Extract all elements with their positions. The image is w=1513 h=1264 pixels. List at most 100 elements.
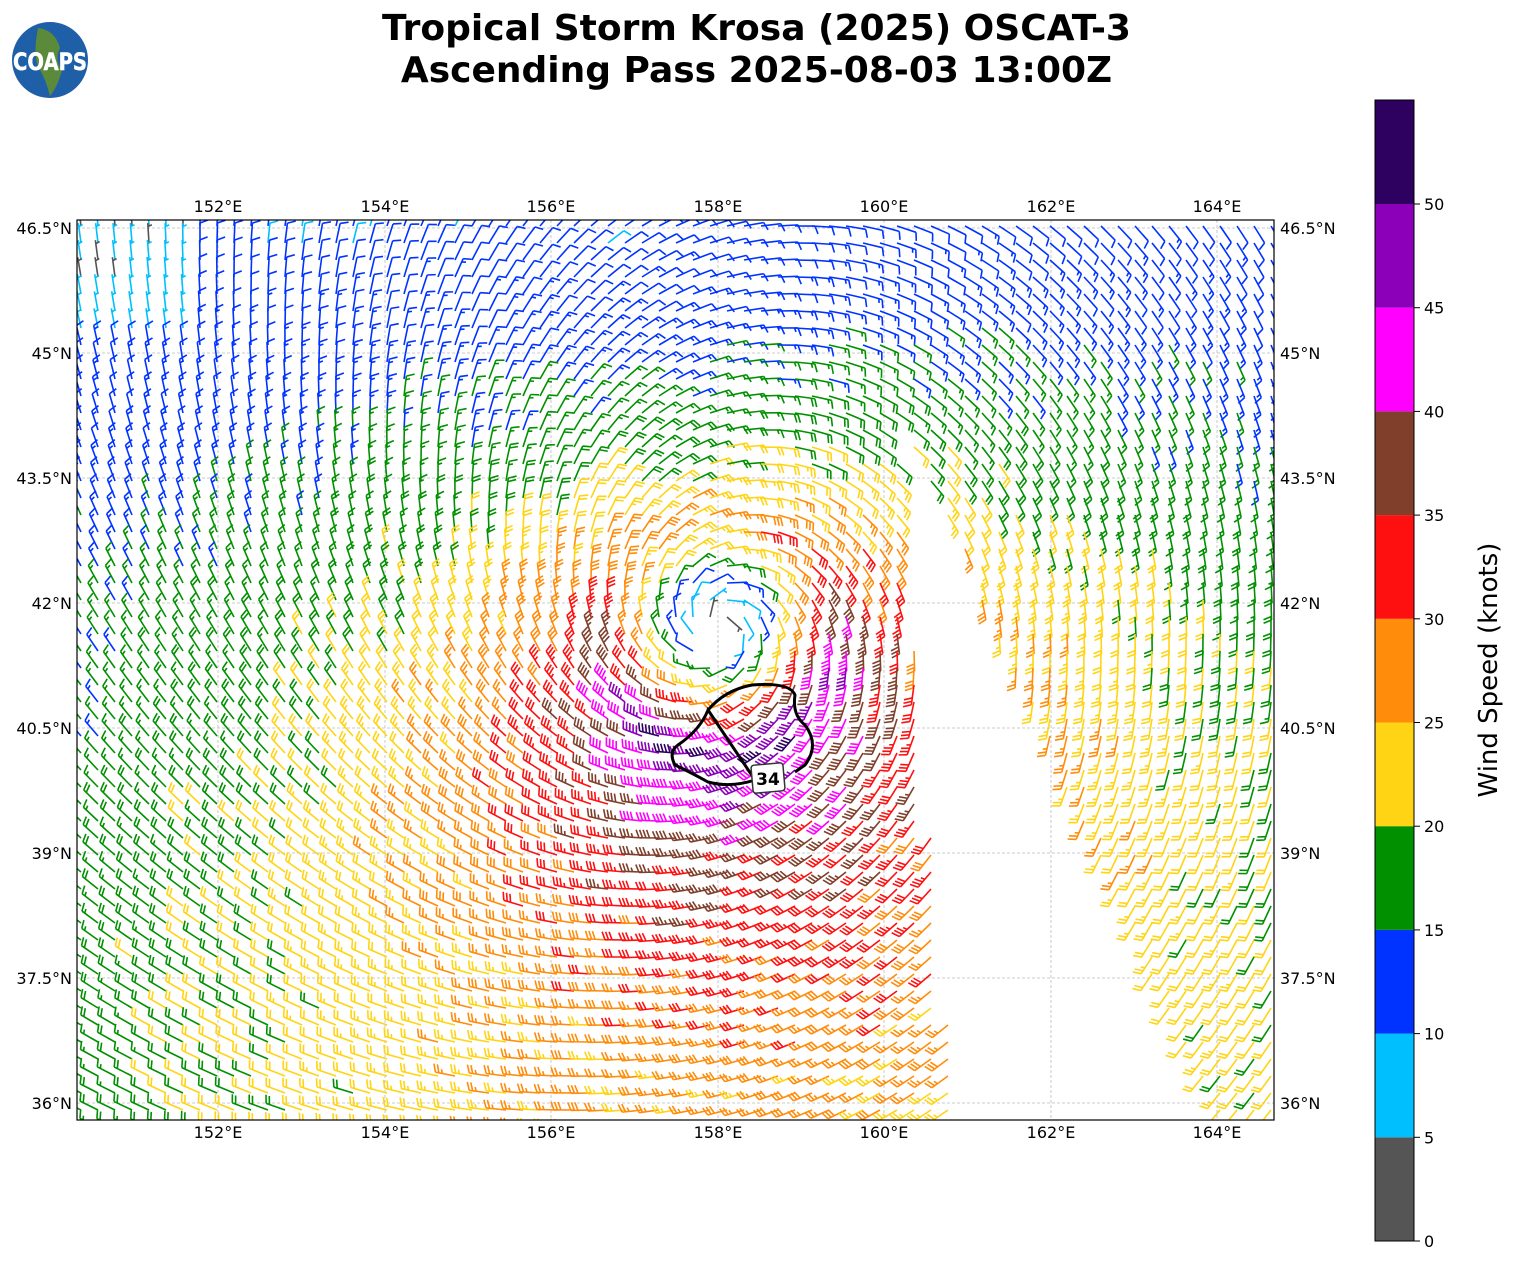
wind-barb [1251, 1093, 1271, 1109]
wind-barb [758, 702, 778, 718]
wind-barb [165, 240, 169, 260]
wind-barb [404, 836, 421, 855]
wind-barb [907, 1127, 931, 1138]
wind-barb [506, 226, 525, 243]
wind-barb [148, 1024, 166, 1042]
wind-barb [744, 428, 768, 436]
wind-barb [652, 1122, 676, 1131]
wind-barb [891, 634, 899, 658]
wind-barb [524, 733, 540, 753]
wind-barb [286, 817, 302, 838]
wind-barb [1151, 906, 1169, 924]
wind-barb [965, 311, 981, 331]
wind-barb [167, 903, 183, 923]
wind-barb [420, 907, 438, 923]
wind-barb [434, 1116, 455, 1127]
wind-barb [165, 1059, 183, 1076]
wind-barb [302, 870, 319, 889]
wind-barb [659, 578, 669, 600]
wind-barb [455, 785, 472, 804]
wind-barb [489, 243, 508, 260]
wind-barb [216, 1008, 234, 1025]
wind-barb [965, 243, 982, 261]
wind-barb [999, 277, 1015, 297]
wind-barb [557, 346, 577, 362]
wind-barb [65, 886, 81, 906]
wind-barb [761, 241, 785, 249]
wind-barb [98, 937, 115, 957]
wind-barb [114, 1110, 132, 1127]
wind-barb [132, 938, 149, 957]
wind-barb [148, 1007, 166, 1025]
wind-barb [642, 499, 662, 515]
wind-barb [454, 855, 472, 872]
wind-barb [505, 786, 523, 804]
wind-barb [642, 666, 659, 685]
wind-barb [112, 257, 116, 277]
wind-barb [334, 1009, 353, 1025]
wind-barb [1235, 1025, 1254, 1042]
wind-barb [388, 784, 404, 804]
wind-barb [337, 835, 353, 855]
wind-barb [557, 429, 574, 447]
wind-barb [686, 697, 710, 705]
wind-barb [862, 753, 880, 771]
wind-barb [1221, 872, 1237, 890]
wind-barb [131, 1024, 149, 1042]
wind-barb [182, 1042, 200, 1059]
lon-tick-label: 154°E [361, 197, 410, 216]
wind-barb [455, 259, 472, 277]
lat-tick-label: 42°N [32, 594, 72, 613]
wind-barb [250, 956, 268, 974]
wind-barb [982, 311, 998, 331]
wind-barb [81, 1006, 98, 1025]
wind-barb [370, 871, 387, 889]
wind-barb [64, 989, 81, 1008]
wind-barb [80, 1058, 98, 1076]
wind-barb [1250, 1127, 1271, 1143]
wind-barb [252, 852, 268, 872]
wind-barb [114, 1076, 132, 1093]
wind-barb [591, 414, 611, 430]
wind-barb [97, 1041, 115, 1059]
wind-barb [472, 293, 489, 311]
wind-barb [574, 363, 594, 379]
wind-barb [336, 870, 353, 889]
wind-barb [635, 610, 643, 634]
wind-barb [421, 208, 437, 226]
lat-tick-label: 40.5°N [16, 719, 72, 738]
wind-barb [303, 818, 319, 838]
wind-barb [1167, 991, 1186, 1008]
wind-barb [676, 579, 689, 600]
wind-barb [182, 1059, 200, 1076]
wind-barb [491, 732, 506, 753]
wind-barb [931, 362, 948, 382]
wind-barb [608, 415, 629, 430]
wind-barb [301, 1009, 319, 1025]
wind-barb [1235, 974, 1254, 991]
wind-barb [846, 498, 862, 518]
wind-barb [828, 736, 846, 754]
wind-barb [421, 819, 438, 838]
lat-tick-label: 45°N [1280, 344, 1320, 363]
wind-barb [1218, 974, 1237, 991]
wind-barb [164, 257, 168, 277]
wind-barb [1218, 1008, 1237, 1025]
wind-barb [1050, 226, 1065, 247]
wind-barb [810, 617, 819, 641]
wind-barb [337, 800, 353, 821]
wind-barb [812, 532, 829, 551]
wind-barb [320, 835, 336, 855]
wind-barb [999, 243, 1015, 263]
wind-barb [386, 888, 404, 906]
wind-barb [95, 240, 99, 260]
wind-barb [467, 1116, 489, 1127]
wind-barb [556, 752, 574, 770]
wind-barb [1170, 838, 1186, 857]
wind-barb [437, 872, 455, 889]
wind-barb [1187, 838, 1203, 857]
wind-barb [132, 955, 149, 974]
wind-barb [574, 413, 593, 430]
wind-barb [1237, 906, 1254, 924]
